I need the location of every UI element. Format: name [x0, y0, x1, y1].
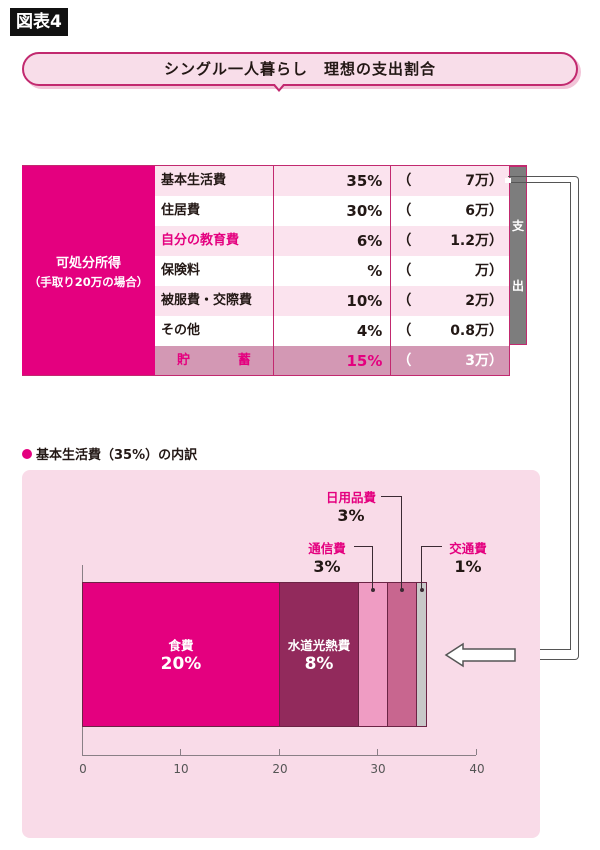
savings-label-a: 貯 [177, 353, 191, 368]
x-tick-label: 30 [370, 762, 386, 776]
x-tick-label: 10 [173, 762, 189, 776]
callout-value: 1% [454, 557, 482, 576]
income-sublabel: （手取り20万の場合） [28, 274, 149, 289]
row-percent: 10% [272, 286, 391, 316]
chart-title: シングル一人暮らし 理想の支出割合 [22, 52, 578, 86]
savings-percent: 15% [272, 346, 391, 375]
savings-amount: （ 3万） [390, 346, 509, 375]
leader-dot [371, 588, 375, 592]
x-tick [377, 749, 378, 755]
leader-line [354, 546, 373, 591]
callout-name: 交通費 [449, 541, 487, 556]
row-percent: 30% [272, 196, 391, 226]
callout-communication: 通信費 3% [300, 538, 354, 576]
leader-dot [420, 588, 424, 592]
table-row: 保険料 % （ 万） [155, 256, 510, 286]
row-percent: 6% [272, 226, 391, 256]
figure-tag: 図表4 [10, 8, 68, 36]
breakdown-heading: 基本生活費（35%）の内訳 [22, 444, 197, 463]
segment-name: 水道光熱費 [287, 638, 351, 653]
row-amount: （ 0.8万） [390, 316, 509, 346]
leader-dot [400, 588, 404, 592]
row-amount: （ 7万） [390, 166, 509, 196]
amount-value: 0.8万） [450, 323, 503, 339]
table-row: 住居費 30% （ 6万） [155, 196, 510, 226]
amount-value: 6万） [465, 203, 503, 219]
callout-name: 日用品費 [325, 490, 376, 505]
bullet-dot-icon [22, 448, 32, 459]
table-row: 被服費・交際費 10% （ 2万） [155, 286, 510, 316]
row-amount: （ 万） [390, 256, 509, 286]
x-tick [180, 749, 181, 755]
x-tick-label: 20 [272, 762, 288, 776]
amount-value: 万） [475, 263, 503, 279]
table-row: 基本生活費 35% （ 7万） [155, 166, 510, 196]
paren-open: （ [397, 293, 412, 309]
bar-segment-daily-goods [387, 582, 417, 727]
row-percent: 35% [272, 166, 391, 196]
x-tick [82, 749, 83, 755]
income-label: 可処分所得 [55, 255, 121, 271]
row-percent: % [272, 256, 391, 286]
row-label: 基本生活費 [161, 173, 227, 188]
x-tick [476, 749, 477, 755]
paren-open: （ [397, 173, 412, 189]
row-label: 保険料 [161, 263, 201, 278]
bar-segment-food: 食費 20% [82, 582, 280, 727]
callout-name: 通信費 [308, 541, 346, 556]
x-tick-label: 40 [469, 762, 485, 776]
x-tick [279, 749, 280, 755]
arrow-left-icon-overlay [444, 642, 516, 668]
amount-value: 3万） [465, 353, 504, 369]
segment-name: 食費 [168, 638, 194, 653]
table-bottom-border [22, 375, 510, 376]
row-label: 住居費 [161, 203, 201, 218]
table-top-border [22, 165, 527, 166]
breakdown-heading-text: 基本生活費（35%）の内訳 [36, 448, 198, 463]
paren-open: （ [397, 233, 412, 249]
title-bubble-tail-inner [274, 83, 284, 89]
callout-value: 3% [313, 557, 341, 576]
amount-value: 2万） [465, 293, 503, 309]
income-cell: 可処分所得 （手取り20万の場合） [22, 166, 155, 375]
paren-open: （ [397, 323, 412, 339]
bar-segment-transport [416, 582, 427, 727]
expense-side-label: 支 出 [510, 166, 527, 345]
row-label: その他 [161, 323, 201, 338]
leader-line [381, 496, 402, 591]
segment-value: 8% [304, 654, 334, 674]
savings-label-b: 蓄 [237, 353, 251, 368]
paren-open: （ [397, 353, 412, 369]
callout-daily-goods: 日用品費 3% [321, 487, 381, 525]
table-row: 自分の教育費 6% （ 1.2万） [155, 226, 510, 256]
bar-segment-communication [358, 582, 388, 727]
row-percent: 4% [272, 316, 391, 346]
callout-transport: 交通費 1% [440, 538, 496, 576]
leader-line [421, 546, 442, 591]
amount-value: 7万） [465, 173, 503, 189]
x-axis [82, 755, 476, 756]
paren-open: （ [397, 263, 412, 279]
segment-value: 20% [160, 654, 202, 674]
bar-segment-utilities: 水道光熱費 8% [279, 582, 359, 727]
row-label: 自分の教育費 [161, 233, 240, 248]
row-amount: （ 1.2万） [390, 226, 509, 256]
savings-row: 貯蓄 15% （3万） [155, 346, 510, 375]
connector-cap [505, 178, 511, 183]
callout-value: 3% [337, 506, 365, 525]
row-amount: （ 2万） [390, 286, 509, 316]
table-row: その他 4% （ 0.8万） [155, 316, 510, 346]
expense-char-2: 出 [512, 279, 525, 293]
paren-open: （ [397, 203, 412, 219]
row-label: 被服費・交際費 [161, 293, 253, 308]
connector-outer [508, 176, 579, 660]
amount-value: 1.2万） [450, 233, 503, 249]
row-amount: （ 6万） [390, 196, 509, 226]
expense-char-1: 支 [512, 219, 525, 233]
savings-label: 貯蓄 [155, 346, 273, 375]
x-tick-label: 0 [79, 762, 87, 776]
